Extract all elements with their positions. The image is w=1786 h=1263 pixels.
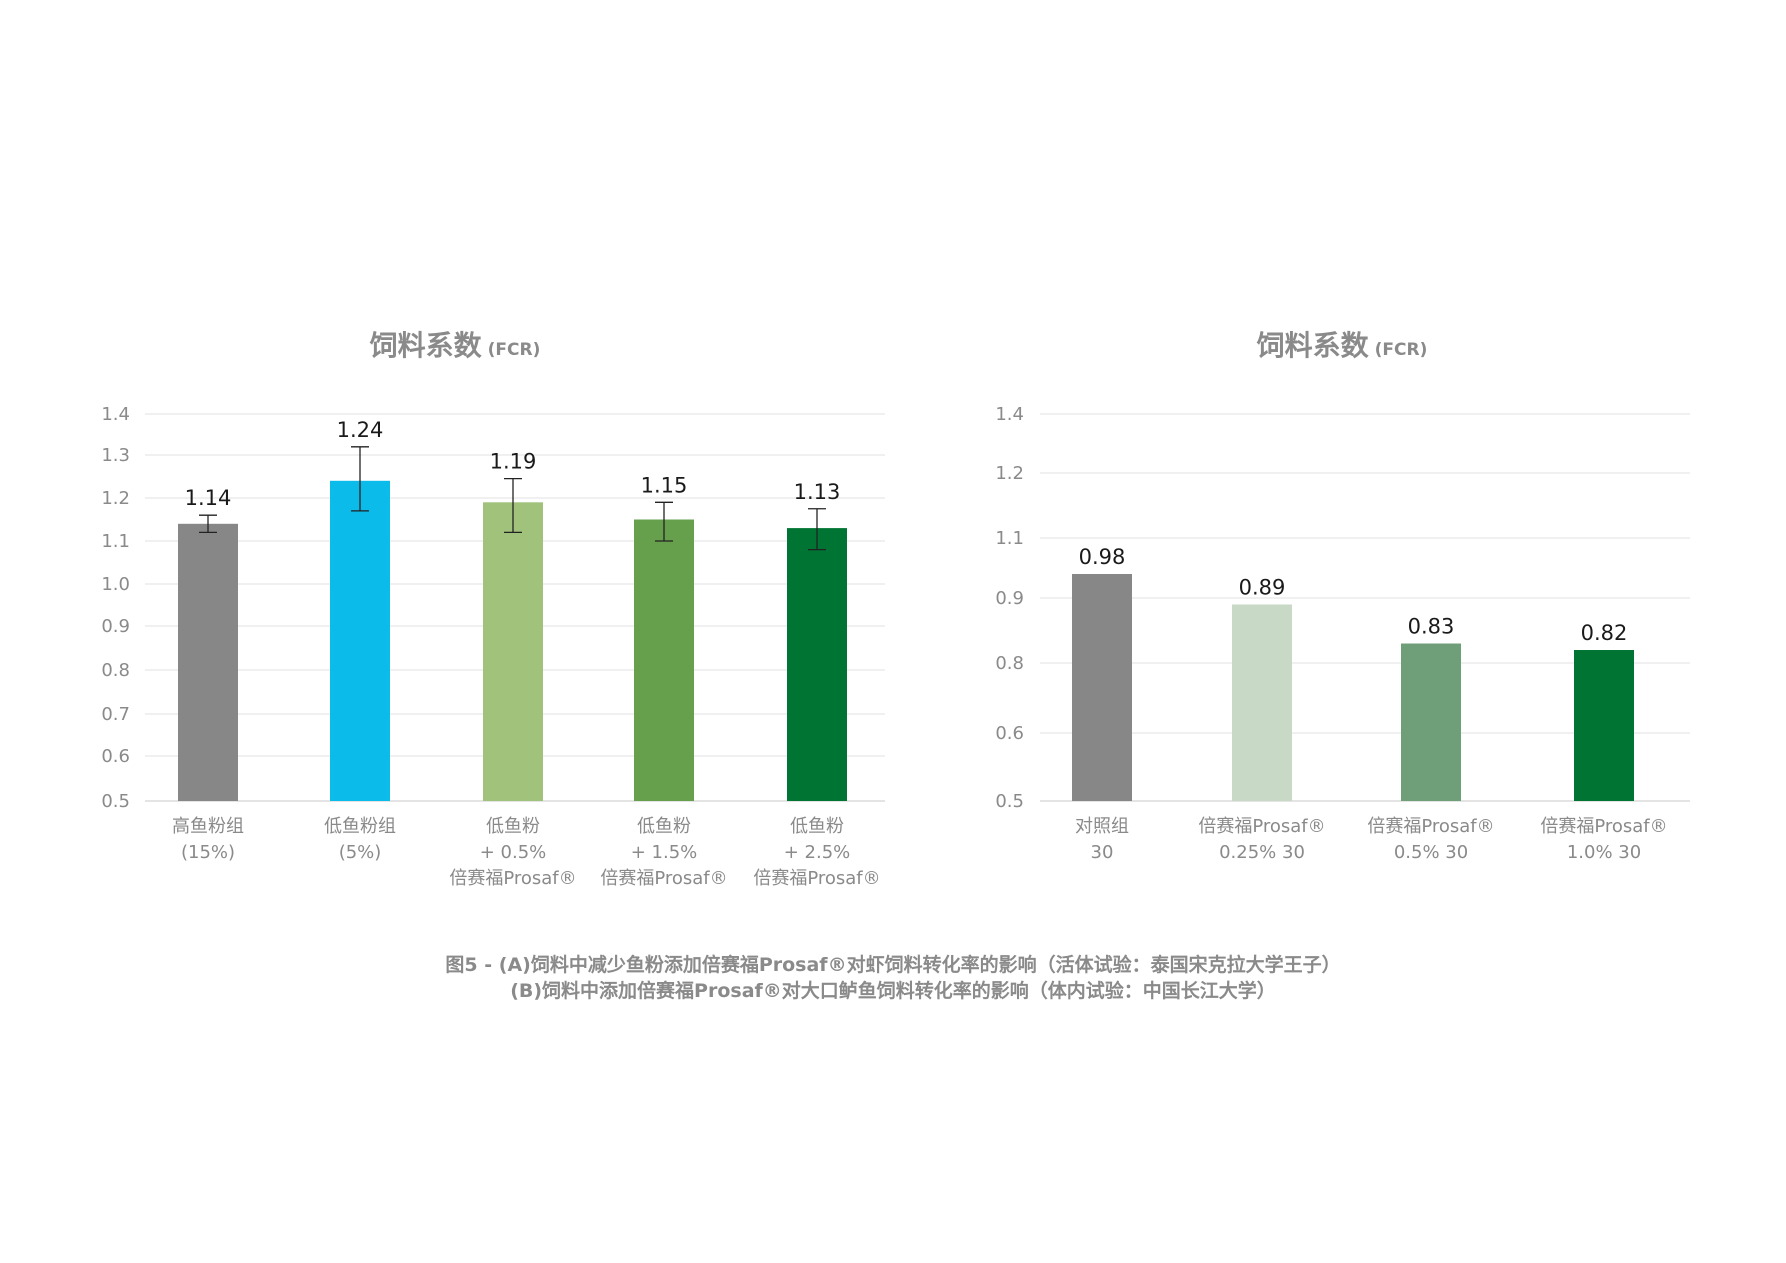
chart-a-category-label: + 2.5% — [784, 842, 851, 863]
chart-a-ytick-label: 0.6 — [101, 746, 130, 767]
chart-a-bar — [178, 523, 238, 801]
chart-b-data-label: 0.98 — [1079, 545, 1126, 569]
chart-a-data-label: 1.14 — [185, 486, 232, 510]
chart-a-category-label: 倍赛福Prosaf® — [753, 868, 880, 889]
chart-a-title-main: 饲料系数 — [369, 329, 483, 362]
chart-b-data-label: 0.82 — [1581, 621, 1628, 645]
chart-b-category-label: 0.25% 30 — [1219, 842, 1305, 863]
chart-a-ytick-label: 1.0 — [101, 574, 130, 595]
chart-b-title: 饲料系数 (FCR) — [1256, 329, 1428, 362]
chart-a-ytick-label: 1.3 — [101, 445, 130, 466]
chart-a-title: 饲料系数 (FCR) — [369, 329, 541, 362]
chart-b-bar — [1401, 643, 1461, 801]
caption-line-2: (B)饲料中添加倍赛福Prosaf®对大口鲈鱼饲料转化率的影响（体内试验：中国长… — [510, 980, 1276, 1002]
chart-b-ytick-label: 0.5 — [995, 791, 1024, 812]
chart-a-category-label: 低鱼粉组 — [324, 816, 396, 837]
chart-a-category-label: 低鱼粉 — [637, 816, 691, 837]
chart-a-data-label: 1.24 — [337, 418, 384, 442]
chart-b-ytick-label: 0.6 — [995, 723, 1024, 744]
chart-b-ytick-label: 1.2 — [995, 463, 1024, 484]
chart-b-category-label: 倍赛福Prosaf® — [1198, 816, 1325, 837]
chart-b-ytick-label: 0.9 — [995, 588, 1024, 609]
chart-a-category-label: (5%) — [339, 842, 382, 863]
chart-a-ytick-label: 0.7 — [101, 704, 130, 725]
chart-b-bar — [1072, 574, 1132, 801]
chart-a-category-label: 低鱼粉 — [486, 816, 540, 837]
chart-a-category-label: (15%) — [181, 842, 235, 863]
chart-a-category-label: + 0.5% — [480, 842, 547, 863]
chart-a-title-suffix: (FCR) — [488, 340, 541, 360]
chart-b-data-label: 0.89 — [1239, 576, 1286, 600]
chart-b-category-label: 0.5% 30 — [1394, 842, 1468, 863]
chart-b-bar — [1232, 604, 1292, 801]
chart-a-ytick-label: 1.1 — [101, 531, 130, 552]
chart-b-category-label: 1.0% 30 — [1567, 842, 1641, 863]
chart-a-category-label: 倍赛福Prosaf® — [449, 868, 576, 889]
chart-a-ytick-label: 1.4 — [101, 404, 130, 425]
chart-a-ytick-label: 0.5 — [101, 791, 130, 812]
chart-b-category-label: 对照组 — [1075, 816, 1129, 837]
chart-a-data-label: 1.15 — [641, 473, 688, 497]
chart-a-category-label: 高鱼粉组 — [172, 816, 244, 837]
chart-a-bar — [634, 519, 694, 801]
chart-b-title-main: 饲料系数 — [1256, 329, 1370, 362]
chart-b-bar — [1574, 650, 1634, 801]
chart-b-data-label: 0.83 — [1408, 615, 1455, 639]
chart-a-data-label: 1.13 — [794, 480, 841, 504]
chart-b-title-suffix: (FCR) — [1375, 340, 1428, 360]
chart-b-category-label: 30 — [1091, 842, 1114, 863]
chart-a-category-label: 倍赛福Prosaf® — [600, 868, 727, 889]
chart-a-bar — [787, 528, 847, 801]
chart-a-ytick-label: 1.2 — [101, 488, 130, 509]
chart-b-ytick-label: 1.4 — [995, 404, 1024, 425]
caption-line-1: 图5 - (A)饲料中减少鱼粉添加倍赛福Prosaf®对虾饲料转化率的影响（活体… — [445, 954, 1341, 976]
figure-caption: 图5 - (A)饲料中减少鱼粉添加倍赛福Prosaf®对虾饲料转化率的影响（活体… — [0, 952, 1786, 1004]
chart-a-category-label: + 1.5% — [631, 842, 698, 863]
chart-b-ytick-label: 0.8 — [995, 653, 1024, 674]
chart-b-category-label: 倍赛福Prosaf® — [1367, 816, 1494, 837]
chart-a-ytick-label: 0.8 — [101, 660, 130, 681]
chart-a-bar — [330, 480, 390, 801]
chart-a-data-label: 1.19 — [490, 450, 537, 474]
chart-b-category-label: 倍赛福Prosaf® — [1540, 816, 1667, 837]
chart-b-ytick-label: 1.1 — [995, 528, 1024, 549]
chart-a-category-label: 低鱼粉 — [790, 816, 844, 837]
chart-a-ytick-label: 0.9 — [101, 616, 130, 637]
chart-a-bar — [483, 502, 543, 801]
